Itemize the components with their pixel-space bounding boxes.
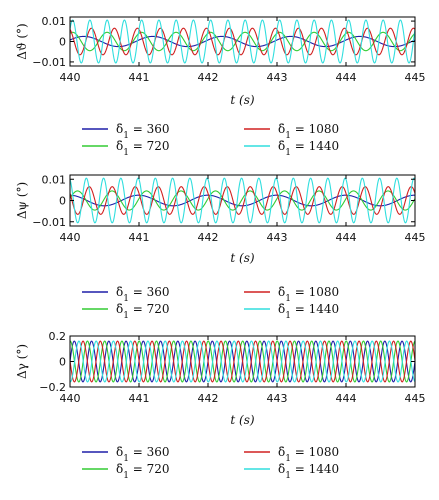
x-tick-label: 443 <box>267 71 288 84</box>
y-tick-label: −0.01 <box>32 56 66 69</box>
x-tick-label: 441 <box>129 231 150 244</box>
x-tick-label: 444 <box>336 231 357 244</box>
series-line-1 <box>70 194 415 207</box>
y-axis-label: Δψ (°) <box>15 182 29 219</box>
x-tick-label: 444 <box>336 392 357 405</box>
x-tick-label: 441 <box>129 392 150 405</box>
y-tick-label: 0 <box>59 356 66 369</box>
x-tick-label: 442 <box>198 392 219 405</box>
legend-label: δ̇1 = 720 <box>116 139 170 158</box>
series-group <box>70 177 415 224</box>
y-axis-label: Δγ (°) <box>15 344 29 379</box>
series-line-4 <box>70 177 415 224</box>
y-tick-label: 0.01 <box>42 15 67 28</box>
legend-label: δ̇1 = 1080 <box>278 285 339 304</box>
y-tick-label: 0 <box>59 36 66 49</box>
y-axis-label: Δϑ (°) <box>15 23 29 59</box>
y-tick-label: 0 <box>59 195 66 208</box>
series-group <box>70 340 415 383</box>
x-tick-label: 443 <box>267 392 288 405</box>
x-tick-label: 445 <box>405 231 426 244</box>
x-tick-label: 440 <box>60 231 81 244</box>
x-tick-label: 443 <box>267 231 288 244</box>
legend-label: δ̇1 = 1080 <box>278 122 339 141</box>
legend-label: δ̇1 = 360 <box>116 445 170 464</box>
chart-panel-1: 440 441 442 443 444 445 0.01 0 −0.01 t (s) Δϑ (°) δ… <box>15 15 426 158</box>
series-line-2 <box>70 190 415 211</box>
x-axis-label: t (s) <box>230 93 254 107</box>
x-tick-label: 440 <box>60 392 81 405</box>
x-tick-label: 445 <box>405 392 426 405</box>
y-tick-label: −0.2 <box>39 381 66 394</box>
x-tick-label: 445 <box>405 71 426 84</box>
x-tick-label: 440 <box>60 71 81 84</box>
y-tick-label: 0.01 <box>42 173 67 186</box>
series-line-3 <box>70 340 415 383</box>
legend-label: δ̇1 = 1440 <box>278 139 339 158</box>
legend-label: δ̇1 = 720 <box>116 462 170 481</box>
series-line-2 <box>70 31 415 52</box>
legend-label: δ̇1 = 1080 <box>278 445 339 464</box>
chart-panel-2: 440 441 442 443 444 445 0.01 0 −0.01 t (s) Δψ (°) δ… <box>15 173 426 321</box>
plot-frame <box>69 16 416 67</box>
series-line-4 <box>70 19 415 64</box>
x-tick-label: 444 <box>336 71 357 84</box>
chart-panel-3: 440 441 442 443 444 445 0.2 0 −0.2 t (s) Δγ (°) δ̇1… <box>15 330 426 481</box>
series-line-3 <box>70 27 415 56</box>
x-axis-label: t (s) <box>230 251 254 265</box>
x-axis-label: t (s) <box>230 413 254 427</box>
series-group <box>70 19 415 64</box>
x-tick-label: 442 <box>198 71 219 84</box>
y-tick-label: −0.01 <box>32 216 66 229</box>
legend-label: δ̇1 = 360 <box>116 122 170 141</box>
legend-label: δ̇1 = 1440 <box>278 302 339 321</box>
legend-label: δ̇1 = 720 <box>116 302 170 321</box>
x-tick-label: 441 <box>129 71 150 84</box>
x-tick-label: 442 <box>198 231 219 244</box>
series-line-4 <box>70 340 415 383</box>
legend-label: δ̇1 = 1440 <box>278 462 339 481</box>
series-line-2 <box>70 340 415 383</box>
series-line-1 <box>70 35 415 48</box>
y-tick-label: 0.2 <box>49 330 67 343</box>
legend-label: δ̇1 = 360 <box>116 285 170 304</box>
